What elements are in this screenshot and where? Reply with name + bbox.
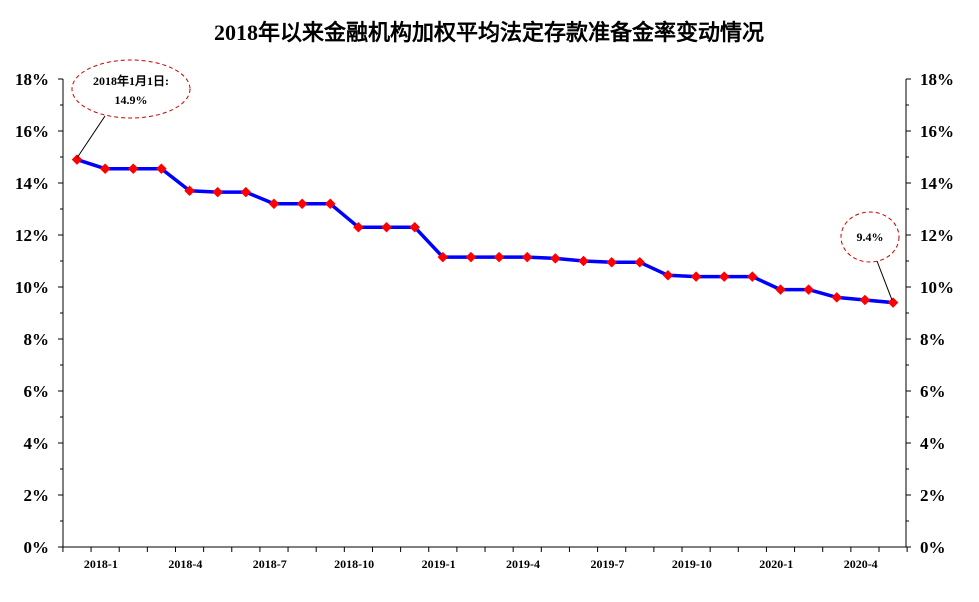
y-tick-label-left: 4% (24, 434, 50, 453)
annotation-start-leader (76, 115, 106, 159)
y-tick-label-left: 10% (15, 278, 49, 297)
annotation-start-ellipse (71, 59, 191, 119)
data-point (296, 198, 308, 210)
y-tick-label-left: 18% (15, 70, 49, 89)
data-point (662, 269, 674, 281)
data-point (831, 292, 843, 303)
data-point (521, 251, 533, 263)
y-tick-label-right: 0% (920, 538, 946, 557)
data-point (212, 186, 224, 198)
axes: 0% 0% 2% 2% 4% 4% 6% 6% 8% 8% 10% 10% 12% 12% 14% 14% 16… (15, 70, 954, 571)
data-point (578, 255, 589, 267)
data-point (775, 284, 786, 295)
annotation-end: 9.4% (840, 211, 900, 301)
data-point (353, 221, 364, 233)
annotation-start-line2: 14.9% (115, 93, 148, 107)
x-tick-label: 2019-1 (422, 557, 456, 571)
x-tick-label: 2019-7 (590, 557, 624, 571)
data-point (493, 251, 505, 263)
y-tick-label-right: 2% (920, 486, 946, 505)
y-tick-label-right: 10% (920, 278, 954, 297)
data-point (803, 284, 814, 295)
y-tick-label-right: 12% (920, 226, 954, 245)
x-tick-label: 2020-1 (759, 557, 793, 571)
y-tick-label-right: 16% (920, 122, 954, 141)
y-tick-label-left: 16% (15, 122, 49, 141)
data-point (409, 221, 421, 233)
annotation-start: 2018年1月1日: 14.9% (71, 59, 191, 159)
data-point (240, 186, 252, 198)
series-layer (71, 154, 899, 308)
data-point (381, 221, 392, 233)
x-tick-label: 2018-10 (334, 557, 374, 571)
data-point (634, 256, 646, 268)
x-tick-label: 2018-4 (168, 557, 202, 571)
y-tick-label-right: 4% (920, 434, 946, 453)
y-tick-label-left: 8% (24, 330, 50, 349)
annotation-start-line1: 2018年1月1日: (93, 73, 169, 88)
series-line (76, 157, 894, 305)
x-tick-label: 2019-4 (506, 557, 540, 571)
x-tick-label: 2020-4 (844, 557, 878, 571)
x-tick-label: 2019-10 (672, 557, 712, 571)
data-point (127, 163, 139, 175)
data-point (550, 253, 561, 264)
annotation-end-leader (876, 260, 893, 301)
y-tick-label-left: 14% (15, 174, 49, 193)
data-point (718, 271, 730, 282)
x-tick-label: 2018-7 (253, 557, 287, 571)
data-point (71, 154, 83, 165)
annotation-end-label: 9.4% (857, 230, 884, 244)
y-tick-label-right: 6% (920, 382, 946, 401)
y-tick-label-right: 14% (920, 174, 954, 193)
data-point (887, 297, 899, 308)
y-tick-label-right: 8% (920, 330, 946, 349)
y-tick-label-left: 6% (24, 382, 50, 401)
data-point (156, 163, 167, 175)
y-tick-label-left: 2% (24, 486, 50, 505)
data-point (184, 185, 195, 197)
y-tick-label-left: 12% (15, 226, 49, 245)
data-point (859, 294, 871, 306)
data-point (268, 198, 280, 210)
data-point (690, 271, 702, 282)
y-tick-label-right: 18% (920, 70, 954, 89)
data-point (99, 163, 111, 175)
data-point (465, 251, 477, 263)
chart-title: 2018年以来金融机构加权平均法定存款准备金率变动情况 (214, 20, 764, 45)
data-point (437, 251, 449, 263)
data-point (747, 271, 758, 282)
annotation-end-ellipse (840, 211, 900, 263)
data-point (606, 256, 618, 268)
x-tick-label: 2018-1 (84, 557, 118, 571)
y-tick-label-left: 0% (24, 538, 50, 557)
data-point (324, 198, 336, 210)
